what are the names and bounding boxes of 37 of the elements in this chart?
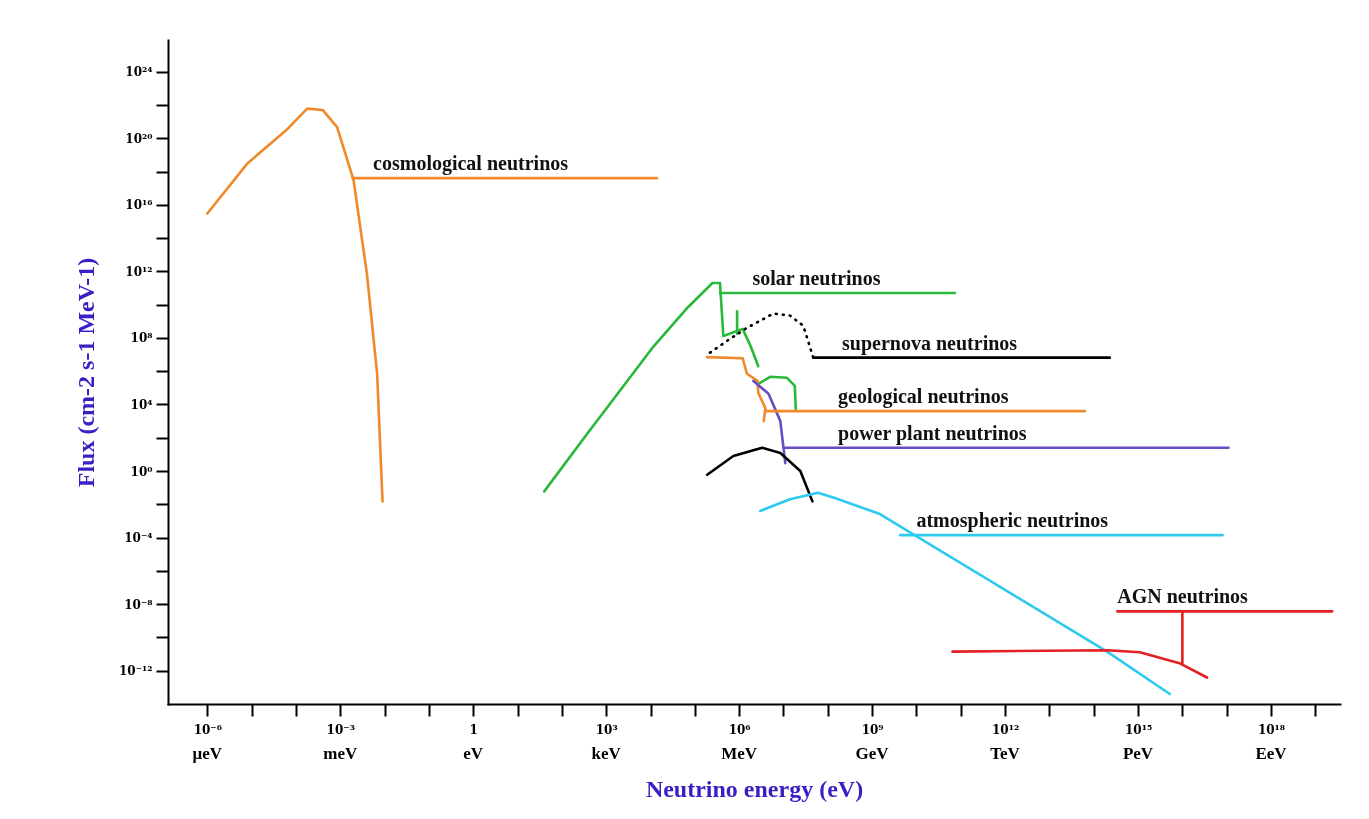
text: eV	[463, 744, 484, 763]
y-tick-label: 10¹⁶	[125, 198, 153, 213]
text: keV	[591, 744, 622, 763]
x-tick-label: 10¹⁵	[1124, 722, 1153, 737]
x-tick-label: 10⁻³	[326, 722, 355, 737]
y-axis-title: Flux (cm-2 s-1 MeV-1)	[72, 257, 99, 488]
annotation: cosmological neutrinos	[373, 152, 569, 176]
y-tick-label: 10⁴	[130, 397, 153, 412]
y-tick-label: 10²⁰	[125, 131, 153, 146]
y-tick-label: 10⁰	[130, 464, 153, 479]
text: GeV	[855, 744, 890, 763]
annotation: atmospheric neutrinos	[916, 509, 1109, 533]
x-axis-title: Neutrino energy (eV)	[645, 775, 864, 802]
x-tick-label: 1	[469, 722, 478, 737]
x-tick-label: 10¹⁸	[1257, 722, 1286, 737]
text: EeV	[1255, 744, 1288, 763]
annotation: AGN neutrinos	[1117, 585, 1249, 608]
x-tick-label: 10⁹	[861, 722, 884, 737]
annotation: power plant neutrinos	[838, 421, 1027, 445]
text: TeV	[990, 744, 1021, 763]
y-tick-label: 10¹²	[125, 264, 153, 279]
y-tick-label: 10⁻⁴	[124, 531, 153, 546]
y-tick-label: 10⁸	[130, 331, 153, 346]
y-tick-label: 10⁻⁸	[124, 597, 153, 612]
text: μeV	[192, 744, 223, 763]
y-tick-label: 10²⁴	[125, 65, 153, 80]
x-tick-label: 10⁶	[728, 722, 751, 737]
annotation: geological neutrinos	[838, 385, 1009, 409]
y-tick-label: 10⁻¹²	[118, 664, 153, 679]
annotation: solar neutrinos	[752, 267, 881, 289]
x-tick-label: 10¹²	[991, 722, 1020, 737]
text: meV	[323, 744, 358, 763]
text: PeV	[1122, 744, 1154, 763]
text: MeV	[721, 744, 758, 763]
annotation: supernova neutrinos	[842, 331, 1018, 355]
x-tick-label: 10⁻⁶	[193, 722, 222, 737]
x-tick-label: 10³	[595, 722, 618, 737]
